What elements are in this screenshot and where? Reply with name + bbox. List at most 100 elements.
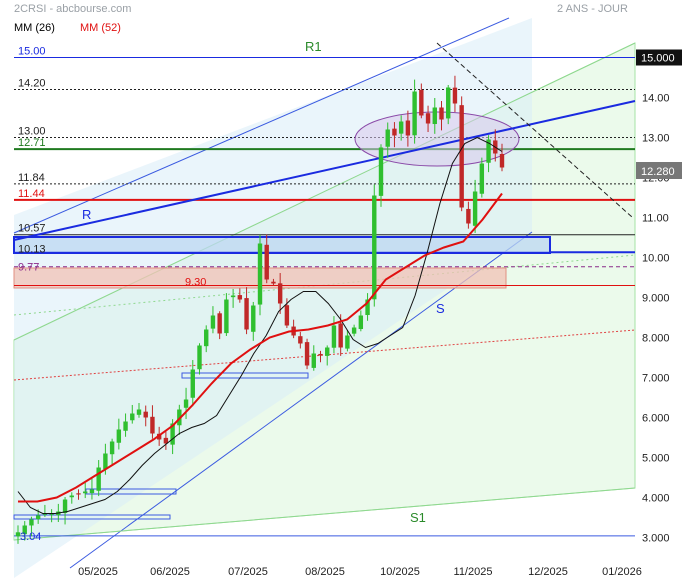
x-tick-label: 12/2025 bbox=[528, 566, 568, 578]
candle-body bbox=[412, 91, 417, 136]
candle-body bbox=[150, 416, 155, 434]
level-label: 3.04 bbox=[20, 531, 41, 543]
candle-body bbox=[419, 89, 424, 116]
green-channel-top bbox=[13, 42, 636, 341]
last-price-label: 12.280 bbox=[641, 166, 675, 178]
candle-body bbox=[372, 195, 377, 300]
candle-body bbox=[311, 353, 316, 368]
candle-body bbox=[486, 139, 491, 163]
candle-body bbox=[130, 413, 135, 421]
candle-body bbox=[284, 305, 290, 326]
last-price-box bbox=[636, 162, 682, 179]
candle-body bbox=[277, 283, 283, 304]
y-tick-label: 5.000 bbox=[642, 453, 670, 465]
level-label: 14.20 bbox=[18, 78, 46, 90]
candle-body bbox=[190, 369, 195, 398]
candle-body bbox=[210, 315, 216, 329]
x-tick-label: 10/2025 bbox=[380, 566, 420, 578]
y-tick-label: 10.00 bbox=[642, 253, 670, 265]
candle-body bbox=[452, 87, 458, 104]
candle-body bbox=[244, 298, 249, 330]
y-tick-label: 7.000 bbox=[642, 373, 670, 385]
candle-body bbox=[257, 243, 263, 305]
candle-body bbox=[446, 87, 451, 119]
top-ellipse bbox=[354, 111, 520, 167]
candle-body bbox=[466, 208, 471, 224]
candle-body bbox=[318, 353, 323, 356]
x-axis-ticks: 05/2025 06/2025 07/2025 08/2025 10/2025 11/20… bbox=[78, 566, 642, 578]
candle-body bbox=[76, 493, 81, 495]
y-axis-ticks: 15.00014.0013.0012.0011.0010.009.0008.00… bbox=[636, 49, 682, 545]
level-label: 15.00 bbox=[18, 46, 46, 58]
y-tick-label: 13.00 bbox=[642, 133, 670, 145]
candle-body bbox=[123, 421, 128, 431]
candle-body bbox=[345, 335, 350, 349]
last-price-marker: 12.280 bbox=[636, 162, 682, 179]
candle-body bbox=[479, 163, 485, 194]
y-tick-box-top bbox=[636, 49, 682, 66]
candle-body bbox=[42, 513, 48, 515]
level-label: 9.77 bbox=[18, 262, 39, 274]
candle-body bbox=[392, 128, 397, 136]
y-tick-label: 9.000 bbox=[642, 293, 670, 305]
candle-body bbox=[103, 453, 108, 470]
candle-body bbox=[62, 499, 68, 514]
legend-ma26: MM (26) bbox=[14, 22, 55, 34]
candle-body bbox=[398, 121, 404, 134]
y-tick-label: 14.00 bbox=[642, 93, 670, 105]
candle-body bbox=[83, 491, 88, 494]
candle-body bbox=[29, 519, 34, 526]
candle-body bbox=[331, 325, 337, 348]
channel-upper-line bbox=[13, 17, 510, 234]
legend-ma52: MM (52) bbox=[80, 22, 121, 34]
x-tick-label: 07/2025 bbox=[228, 566, 268, 578]
candle-body bbox=[304, 342, 310, 366]
candle-body bbox=[89, 489, 95, 494]
candle-body bbox=[378, 147, 384, 196]
candle-body bbox=[271, 281, 276, 284]
level-label: 11.84 bbox=[18, 172, 45, 184]
level-label: 10.13 bbox=[18, 243, 46, 255]
candle-body bbox=[177, 409, 182, 426]
level-label: 13.00 bbox=[18, 126, 46, 138]
candle-body bbox=[425, 113, 431, 124]
candle-body bbox=[136, 409, 142, 415]
level-label: 10.57 bbox=[18, 223, 46, 235]
x-tick-label: 05/2025 bbox=[78, 566, 118, 578]
y-tick-label: 11.00 bbox=[642, 213, 669, 225]
candle-body bbox=[351, 327, 357, 334]
annotation-S1: S1 bbox=[410, 510, 426, 525]
ma52-line bbox=[18, 192, 503, 503]
candle-body bbox=[69, 495, 74, 498]
price-candles bbox=[15, 75, 505, 544]
dashed-downtrend bbox=[436, 42, 633, 218]
candle-body bbox=[156, 433, 162, 440]
chart-title: 2CRSI - abcbourse.com bbox=[14, 3, 132, 15]
chart-period: 2 ANS - JOUR bbox=[557, 3, 628, 15]
green-channel-bottom bbox=[13, 487, 636, 541]
zone-10-13 bbox=[13, 236, 551, 254]
candle-body bbox=[439, 107, 444, 120]
candle-body bbox=[472, 191, 478, 226]
annotation-R1: R1 bbox=[305, 39, 322, 54]
x-tick-label: 08/2025 bbox=[305, 566, 345, 578]
candle-body bbox=[385, 129, 390, 147]
small-box-7 bbox=[181, 372, 309, 379]
candle-body bbox=[298, 336, 303, 344]
candle-body bbox=[230, 295, 236, 298]
candle-body bbox=[325, 347, 330, 356]
level-label: 9.30 bbox=[185, 277, 206, 289]
resistance-R-line bbox=[13, 100, 636, 241]
y-tick-label: 3.000 bbox=[642, 533, 670, 545]
candle-body bbox=[358, 315, 364, 330]
candle-body bbox=[35, 515, 41, 520]
annotation-S: S bbox=[436, 301, 445, 316]
x-tick-label: 06/2025 bbox=[150, 566, 190, 578]
candle-body bbox=[109, 441, 115, 455]
level-label: 11.44 bbox=[18, 188, 45, 200]
candle-body bbox=[170, 423, 175, 445]
candle-body bbox=[224, 299, 229, 334]
candle-body bbox=[22, 525, 27, 535]
